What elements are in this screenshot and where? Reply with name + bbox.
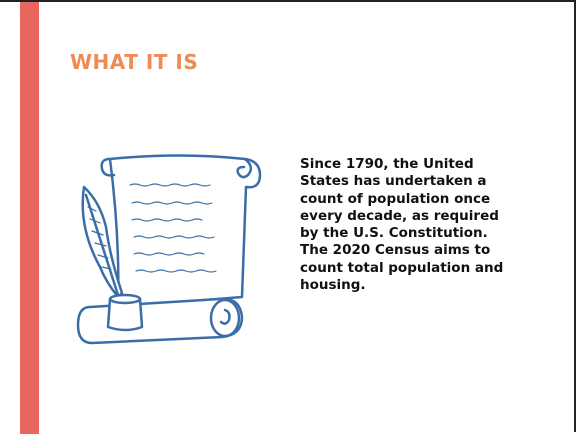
body-line: by the U.S. Constitution. [300,225,550,242]
accent-bar [20,2,39,434]
body-line: count total population and [300,260,550,277]
slide-title: WHAT IT IS [70,50,198,74]
body-line: States has undertaken a [300,173,550,190]
body-line: Since 1790, the United [300,156,550,173]
body-line: count of population once [300,191,550,208]
scroll-illustration [70,147,270,347]
body-line: housing. [300,277,550,294]
slide: WHAT IT IS [0,0,576,432]
body-line: every decade, as required [300,208,550,225]
body-line: The 2020 Census aims to [300,242,550,259]
